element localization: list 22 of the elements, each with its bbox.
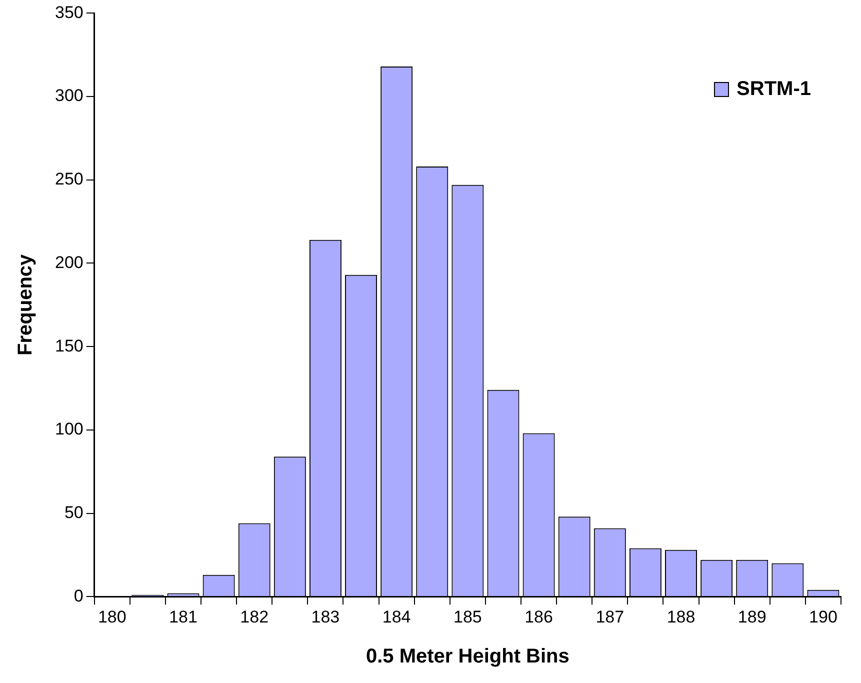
x-axis-title: 0.5 Meter Height Bins — [366, 646, 570, 668]
x-tick-label: 188 — [666, 607, 696, 626]
y-axis-title: Frequency — [14, 253, 37, 356]
x-tick-label: 182 — [240, 607, 269, 626]
y-tick-label: 150 — [54, 336, 84, 356]
x-tick-label: 185 — [453, 607, 482, 626]
y-tick-label: 100 — [54, 420, 84, 439]
x-tick-label: 181 — [169, 607, 198, 626]
y-tick-label: 350 — [54, 2, 84, 22]
y-tick-label: 0 — [74, 586, 84, 606]
y-tick-label: 250 — [54, 170, 84, 189]
x-tick-label: 184 — [382, 607, 411, 626]
x-tick-label: 186 — [524, 607, 553, 626]
y-tick-label: 300 — [54, 86, 84, 106]
y-tick-label: 50 — [64, 502, 84, 522]
x-tick-label: 180 — [98, 607, 126, 626]
x-tick-label: 187 — [596, 607, 624, 626]
x-tick-label: 190 — [809, 607, 838, 626]
y-tick-label: 200 — [54, 252, 84, 272]
legend-label: SRTM-1 — [736, 78, 811, 102]
x-tick-label: 183 — [311, 607, 340, 626]
x-tick-label: 189 — [738, 607, 766, 626]
